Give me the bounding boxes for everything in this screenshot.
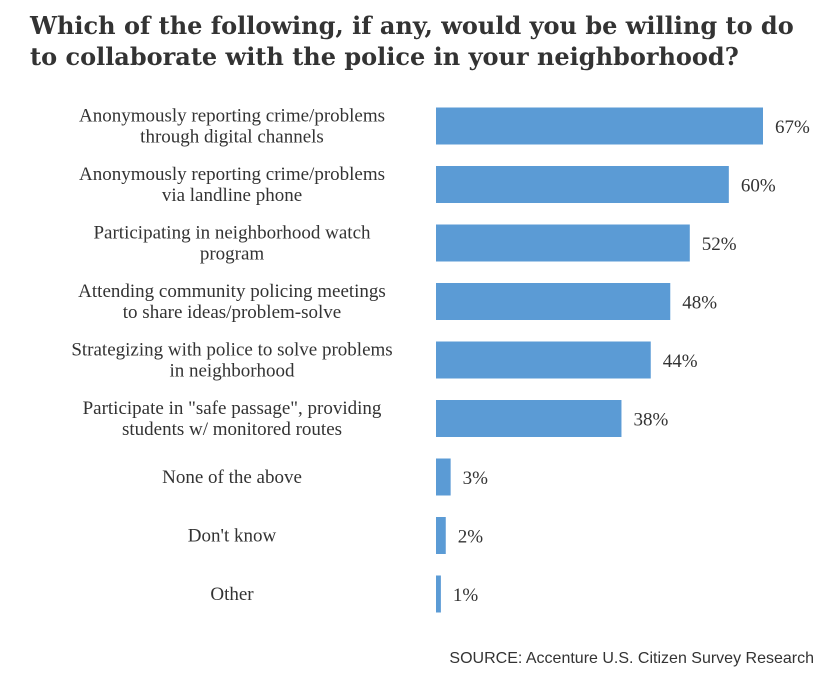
chart-title: Which of the following, if any, would yo… [30, 11, 794, 71]
category-label: via landline phone [162, 185, 302, 206]
value-label: 1% [453, 585, 479, 606]
value-label: 38% [633, 410, 668, 431]
bar [436, 224, 690, 262]
bar [436, 517, 446, 554]
bars-layer: Anonymously reporting crime/problemsthro… [71, 106, 810, 613]
value-label: 44% [663, 351, 698, 372]
category-label: Participating in neighborhood watch [93, 223, 371, 244]
source-note: SOURCE: Accenture U.S. Citizen Survey Re… [449, 650, 814, 667]
category-label: None of the above [162, 467, 302, 488]
bar [436, 575, 441, 613]
category-label: through digital channels [140, 127, 324, 148]
value-label: 48% [682, 293, 717, 314]
category-label: Attending community policing meetings [78, 281, 386, 302]
category-label: Don't know [188, 526, 277, 547]
category-label: students w/ monitored routes [122, 419, 342, 440]
category-label: Participate in "safe passage", providing [83, 398, 382, 419]
bar [436, 458, 451, 496]
bar [436, 400, 622, 437]
bar [436, 283, 671, 320]
category-label: Anonymously reporting crime/problems [79, 106, 385, 127]
bar [436, 107, 763, 145]
category-label: program [200, 244, 265, 265]
value-label: 60% [741, 176, 776, 197]
value-label: 2% [458, 527, 484, 548]
bar [436, 341, 651, 379]
value-label: 67% [775, 117, 810, 138]
value-label: 3% [463, 468, 489, 489]
bar-chart: Anonymously reporting crime/problemsthro… [71, 106, 810, 613]
value-label: 52% [702, 234, 737, 255]
category-label: in neighborhood [169, 361, 295, 382]
bar [436, 166, 729, 203]
category-label: Strategizing with police to solve proble… [71, 340, 392, 361]
category-label: Other [210, 584, 254, 605]
category-label: Anonymously reporting crime/problems [79, 164, 385, 185]
category-label: to share ideas/problem-solve [123, 302, 341, 323]
